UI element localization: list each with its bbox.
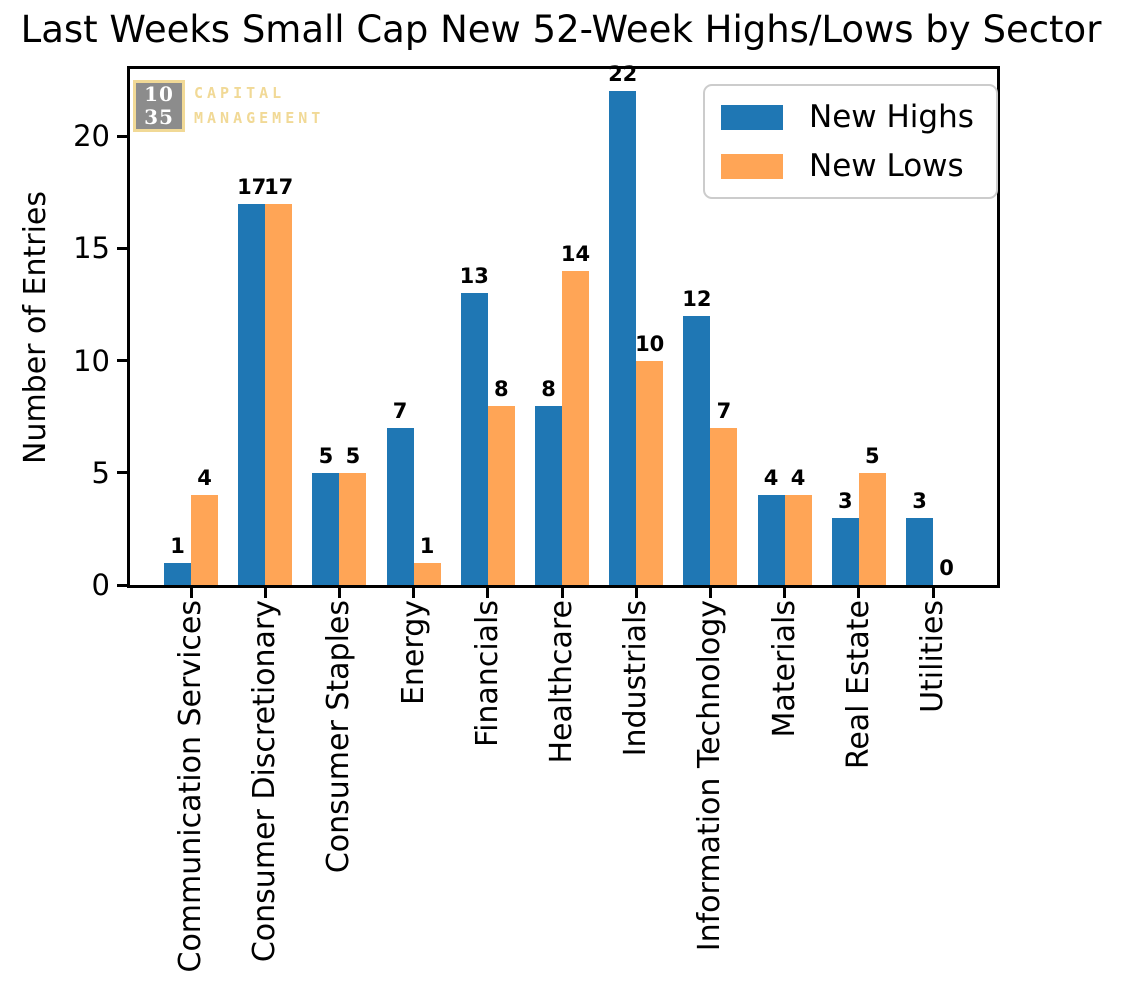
y-tick-mark	[117, 134, 130, 138]
logo-word-management: MANAGEMENT	[194, 109, 325, 127]
x-tick-label: Financials	[469, 600, 505, 747]
y-tick-label: 10	[73, 343, 110, 378]
bar-value-label: 17	[237, 174, 267, 199]
x-tick-label: Communication Services	[173, 600, 208, 973]
logo-wordmark: CAPITAL MANAGEMENT	[194, 80, 324, 131]
bar-new-highs	[683, 315, 711, 585]
x-tick-label: Information Technology	[692, 600, 728, 952]
bar-value-label: 8	[541, 376, 556, 401]
x-tick-mark	[189, 585, 193, 598]
y-tick-mark	[117, 246, 130, 250]
y-tick-mark	[117, 359, 130, 363]
bar-value-label: 12	[682, 286, 712, 311]
bar-new-lows	[562, 270, 589, 585]
legend: New Highs New Lows	[703, 84, 998, 199]
bar-new-lows	[191, 495, 218, 585]
bar-value-label: 1	[419, 533, 435, 558]
bar-new-lows	[710, 427, 738, 585]
x-tick-mark	[337, 585, 341, 598]
y-axis-label-wrap: Number of Entries	[14, 66, 56, 588]
y-tick-label: 0	[91, 568, 110, 602]
bar-new-lows	[265, 203, 293, 585]
logo-box: 10 35	[133, 80, 185, 132]
y-tick-mark	[117, 583, 130, 587]
bar-value-label: 5	[345, 443, 361, 468]
bar-new-lows	[413, 562, 441, 585]
bar-value-label: 17	[264, 174, 294, 199]
bar-new-highs	[238, 203, 266, 585]
x-tick-label: Real Estate	[840, 600, 876, 770]
bar-value-label: 14	[560, 241, 591, 266]
bar-value-label: 7	[716, 398, 732, 423]
bar-value-label: 4	[790, 466, 806, 491]
bar-value-label: 0	[939, 556, 954, 580]
legend-swatch-new-lows	[721, 153, 783, 179]
bar-new-lows	[487, 405, 515, 585]
x-tick-mark	[560, 585, 564, 598]
chart-title: Last Weeks Small Cap New 52-Week Highs/L…	[20, 8, 1102, 51]
bar-value-label: 4	[197, 466, 212, 491]
x-tick-mark	[263, 585, 267, 598]
bar-new-highs	[906, 517, 933, 585]
x-tick-mark	[931, 585, 935, 598]
bar-new-highs	[535, 405, 562, 585]
logo-number-bottom: 35	[144, 105, 174, 129]
bar-value-label: 1	[170, 533, 185, 558]
bar-new-highs	[312, 472, 340, 585]
x-tick-label: Consumer Discretionary	[247, 600, 283, 963]
x-tick-mark	[857, 585, 861, 598]
legend-swatch-new-highs	[721, 104, 783, 130]
bar-value-label: 22	[608, 62, 638, 87]
bar-new-lows	[858, 472, 886, 585]
bar-value-label: 5	[864, 443, 880, 468]
bar-value-label: 13	[459, 264, 489, 289]
bar-new-highs	[386, 427, 414, 585]
bar-new-highs	[831, 517, 859, 585]
x-tick-label: Healthcare	[544, 600, 579, 764]
y-tick-label: 15	[73, 231, 110, 266]
x-tick-mark	[708, 585, 712, 598]
bar-value-label: 8	[493, 376, 509, 401]
logo: 10 35 CAPITAL MANAGEMENT	[133, 80, 324, 132]
x-tick-label: Materials	[766, 600, 802, 738]
y-tick-label: 5	[91, 455, 110, 490]
x-tick-label: Consumer Staples	[321, 600, 357, 874]
plot-area: 10 35 CAPITAL MANAGEMENT New Highs New L…	[73, 62, 1000, 973]
bar-value-label: 4	[763, 466, 779, 491]
bar-value-label: 10	[635, 331, 665, 356]
legend-item-new-highs: New Highs	[721, 99, 974, 135]
y-tick-mark	[117, 471, 130, 475]
bar-new-highs	[757, 495, 785, 585]
bar-new-highs	[164, 562, 191, 585]
y-axis-label: Number of Entries	[17, 190, 53, 464]
bar-value-label: 3	[837, 488, 853, 513]
bar-value-label: 3	[912, 488, 927, 513]
bar-value-label: 7	[392, 398, 408, 423]
x-tick-label: Energy	[395, 600, 431, 706]
bar-new-lows	[636, 360, 664, 585]
x-tick-mark	[486, 585, 490, 598]
bar-new-highs	[460, 293, 488, 585]
logo-number-top: 10	[144, 82, 174, 106]
legend-item-new-lows: New Lows	[721, 148, 974, 184]
bar-new-highs	[609, 91, 637, 585]
x-tick-mark	[412, 585, 416, 598]
legend-label-new-lows: New Lows	[809, 148, 964, 184]
bar-value-label: 5	[318, 443, 334, 468]
bar-new-lows	[784, 495, 812, 585]
bar-new-lows	[339, 472, 367, 585]
x-tick-mark	[634, 585, 638, 598]
x-tick-mark	[783, 585, 787, 598]
x-tick-label: Utilities	[915, 600, 950, 713]
plot-canvas: 10 35 CAPITAL MANAGEMENT New Highs New L…	[73, 62, 998, 973]
x-tick-label: Industrials	[618, 600, 654, 757]
legend-label-new-highs: New Highs	[809, 99, 974, 135]
y-tick-label: 20	[73, 119, 110, 154]
logo-word-capital: CAPITAL	[194, 84, 286, 102]
